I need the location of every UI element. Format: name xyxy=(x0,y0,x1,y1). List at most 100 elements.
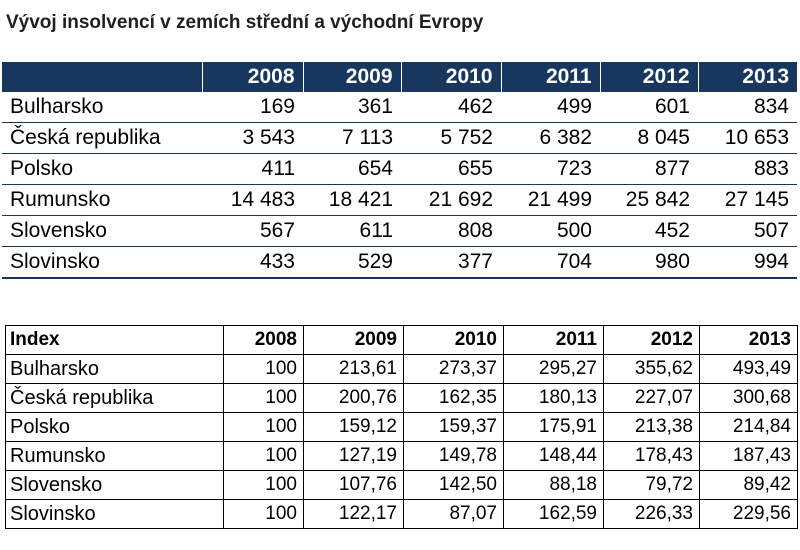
value-cell: 226,33 xyxy=(603,499,700,529)
value-cell: 3 543 xyxy=(202,122,303,154)
value-cell: 808 xyxy=(401,215,501,247)
table-row: Slovinsko 433 529 377 704 980 994 xyxy=(2,246,797,279)
country-cell: Česká republika xyxy=(2,122,202,154)
table-row: Bulharsko 100 213,61 273,37 295,27 355,6… xyxy=(5,354,798,384)
value-cell: 100 xyxy=(223,441,304,471)
table-row: Polsko 100 159,12 159,37 175,91 213,38 2… xyxy=(5,412,798,442)
value-cell: 187,43 xyxy=(699,441,798,471)
table-row: Polsko 411 654 655 723 877 883 xyxy=(2,153,797,185)
corner-cell xyxy=(2,62,202,92)
year-header: 2013 xyxy=(699,325,798,355)
year-header: 2010 xyxy=(403,325,504,355)
value-cell: 493,49 xyxy=(699,354,798,384)
value-cell: 21 692 xyxy=(401,184,501,216)
value-cell: 295,27 xyxy=(503,354,604,384)
value-cell: 601 xyxy=(600,92,698,123)
value-cell: 377 xyxy=(401,246,501,279)
value-cell: 180,13 xyxy=(503,383,604,413)
value-cell: 723 xyxy=(501,153,600,185)
value-cell: 5 752 xyxy=(401,122,501,154)
table-row: Česká republika 3 543 7 113 5 752 6 382 … xyxy=(2,122,797,154)
value-cell: 159,12 xyxy=(303,412,404,442)
value-cell: 411 xyxy=(202,153,303,185)
value-cell: 6 382 xyxy=(501,122,600,154)
country-cell: Slovinsko xyxy=(5,499,224,529)
value-cell: 142,50 xyxy=(403,470,504,500)
value-cell: 355,62 xyxy=(603,354,700,384)
value-cell: 507 xyxy=(698,215,797,247)
value-cell: 18 421 xyxy=(303,184,401,216)
value-cell: 704 xyxy=(501,246,600,279)
country-cell: Polsko xyxy=(5,412,224,442)
value-cell: 89,42 xyxy=(699,470,798,500)
value-cell: 452 xyxy=(600,215,698,247)
value-cell: 8 045 xyxy=(600,122,698,154)
value-cell: 149,78 xyxy=(403,441,504,471)
value-cell: 654 xyxy=(303,153,401,185)
index-label: Index xyxy=(5,325,224,355)
table-header-row: 2008 2009 2010 2011 2012 2013 xyxy=(2,62,797,92)
table-header-row: Index 2008 2009 2010 2011 2012 2013 xyxy=(5,325,798,355)
value-cell: 229,56 xyxy=(699,499,798,529)
table-row: Rumunsko 14 483 18 421 21 692 21 499 25 … xyxy=(2,184,797,216)
value-cell: 300,68 xyxy=(699,383,798,413)
value-cell: 169 xyxy=(202,92,303,123)
year-header: 2009 xyxy=(303,325,404,355)
year-header: 2013 xyxy=(697,62,797,92)
value-cell: 88,18 xyxy=(503,470,604,500)
year-header: 2008 xyxy=(201,62,303,92)
value-cell: 213,38 xyxy=(603,412,700,442)
table-row: Rumunsko 100 127,19 149,78 148,44 178,43… xyxy=(5,441,798,471)
value-cell: 499 xyxy=(501,92,600,123)
value-cell: 994 xyxy=(698,246,797,279)
value-cell: 27 145 xyxy=(698,184,797,216)
value-cell: 21 499 xyxy=(501,184,600,216)
value-cell: 162,59 xyxy=(503,499,604,529)
table-row: Slovensko 567 611 808 500 452 507 xyxy=(2,215,797,247)
country-cell: Polsko xyxy=(2,153,202,185)
value-cell: 227,07 xyxy=(603,383,700,413)
value-cell: 100 xyxy=(223,470,304,500)
value-cell: 79,72 xyxy=(603,470,700,500)
value-cell: 10 653 xyxy=(698,122,797,154)
year-header: 2012 xyxy=(599,62,698,92)
value-cell: 7 113 xyxy=(303,122,401,154)
value-cell: 500 xyxy=(501,215,600,247)
value-cell: 25 842 xyxy=(600,184,698,216)
value-cell: 361 xyxy=(303,92,401,123)
value-cell: 980 xyxy=(600,246,698,279)
country-cell: Slovinsko xyxy=(2,246,202,279)
value-cell: 611 xyxy=(303,215,401,247)
value-cell: 529 xyxy=(303,246,401,279)
value-cell: 877 xyxy=(600,153,698,185)
insolvency-index-table: Index 2008 2009 2010 2011 2012 2013 Bulh… xyxy=(5,325,798,529)
value-cell: 14 483 xyxy=(202,184,303,216)
value-cell: 433 xyxy=(202,246,303,279)
value-cell: 462 xyxy=(401,92,501,123)
value-cell: 122,17 xyxy=(303,499,404,529)
country-cell: Bulharsko xyxy=(5,354,224,384)
year-header: 2009 xyxy=(302,62,401,92)
value-cell: 100 xyxy=(223,383,304,413)
value-cell: 834 xyxy=(698,92,797,123)
insolvency-counts-table: 2008 2009 2010 2011 2012 2013 Bulharsko … xyxy=(2,62,797,279)
table-row: Česká republika 100 200,76 162,35 180,13… xyxy=(5,383,798,413)
table-row: Slovensko 100 107,76 142,50 88,18 79,72 … xyxy=(5,470,798,500)
table-row: Slovinsko 100 122,17 87,07 162,59 226,33… xyxy=(5,499,798,529)
value-cell: 100 xyxy=(223,499,304,529)
country-cell: Česká republika xyxy=(5,383,224,413)
value-cell: 175,91 xyxy=(503,412,604,442)
value-cell: 100 xyxy=(223,412,304,442)
value-cell: 200,76 xyxy=(303,383,404,413)
value-cell: 214,84 xyxy=(699,412,798,442)
value-cell: 883 xyxy=(698,153,797,185)
country-cell: Rumunsko xyxy=(2,184,202,216)
value-cell: 159,37 xyxy=(403,412,504,442)
value-cell: 178,43 xyxy=(603,441,700,471)
value-cell: 107,76 xyxy=(303,470,404,500)
year-header: 2011 xyxy=(503,325,604,355)
year-header: 2012 xyxy=(603,325,700,355)
value-cell: 127,19 xyxy=(303,441,404,471)
country-cell: Bulharsko xyxy=(2,92,202,123)
year-header: 2008 xyxy=(223,325,304,355)
